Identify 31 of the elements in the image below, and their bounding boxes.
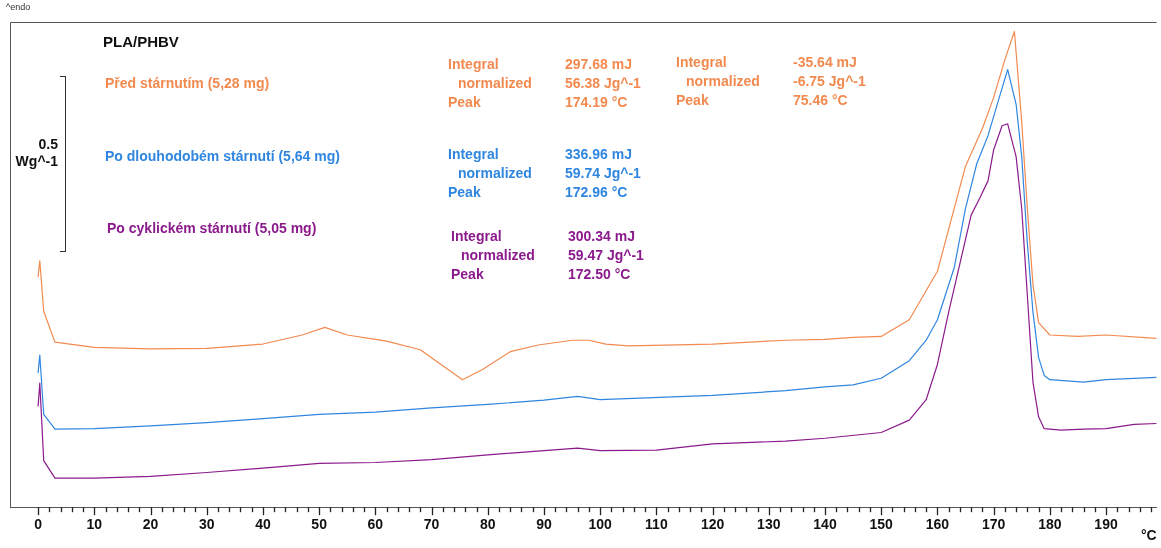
text: Integral 297.68 mJ normalized 56.38 Jg^-1 Peak 174.19 °C [448, 56, 641, 110]
x-tick-label: 10 [86, 516, 103, 533]
text: Před stárnutím (5,28 mg) [105, 75, 270, 91]
x-tick-label: 190 [1094, 516, 1118, 533]
text: Integral 300.34 mJ normalized 59.47 Jg^-1 Peak 172.50 °C [451, 228, 644, 282]
x-tick-label: 20 [142, 516, 159, 533]
x-tick-label: 180 [1038, 516, 1062, 533]
text: Po cyklickém stárnutí (5,05 mg) [107, 220, 317, 236]
x-axis-title: °C [1141, 527, 1157, 543]
x-tick-label: 120 [700, 516, 725, 533]
x-tick-label: 130 [757, 516, 781, 533]
x-tick-label: 60 [367, 516, 384, 533]
x-tick-label: 30 [198, 516, 215, 533]
x-tick-label: 100 [588, 516, 613, 533]
text: Integral 336.96 mJ normalized 59.74 Jg^-1 Peak 172.96 °C [448, 146, 641, 200]
text: ^endo [6, 2, 31, 12]
x-tick-label: 40 [255, 516, 271, 533]
text: Integral -35.64 mJ normalized -6.75 Jg^-1 Peak 75.46 °C [676, 54, 866, 108]
text: Po dlouhodobém stárnutí (5,64 mg) [105, 148, 340, 164]
x-tick-label: 80 [479, 516, 496, 533]
x-tick-label: 90 [536, 516, 552, 533]
x-tick-label: 150 [869, 516, 894, 533]
x-tick-label: 70 [423, 516, 440, 533]
chart-title: PLA/PHBV [103, 33, 179, 50]
x-tick-label: 160 [925, 516, 950, 533]
x-tick-label: 170 [981, 516, 1006, 533]
annotation: 0.5 Wg^-1 [14, 136, 58, 170]
x-tick-label: 140 [813, 516, 837, 533]
x-tick-label: 110 [645, 516, 668, 533]
x-tick-label: 50 [311, 516, 328, 533]
x-tick-label: 0 [34, 516, 43, 533]
